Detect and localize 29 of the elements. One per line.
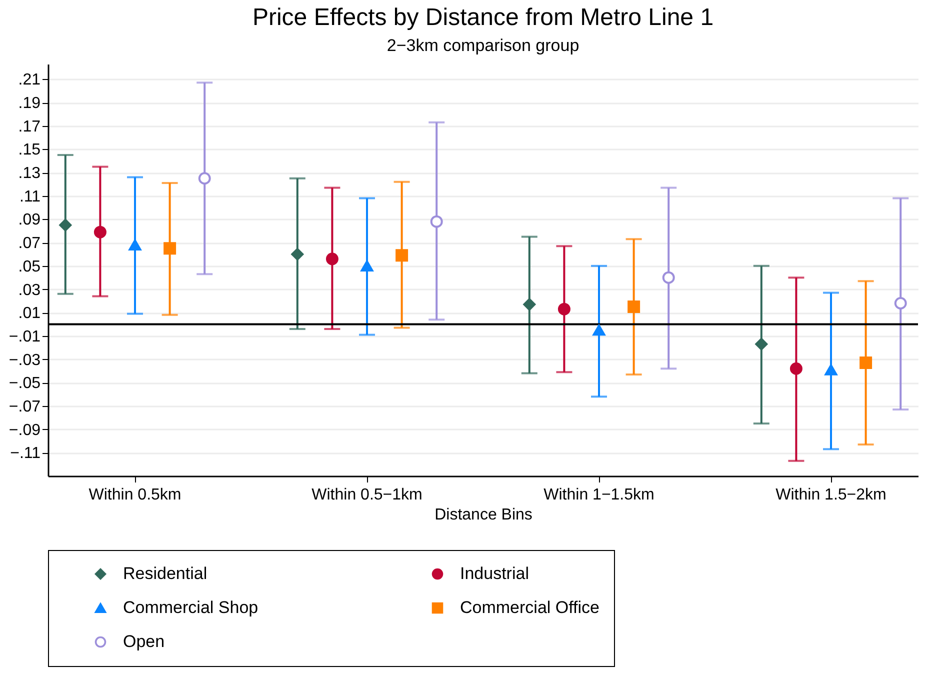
y-tick-label: −.01 (8, 328, 41, 346)
x-tick-label: Within 0.5−1km (312, 486, 422, 504)
chart-title: Price Effects by Distance from Metro Line 1 (252, 4, 714, 31)
x-tick-label: Within 1.5−2km (776, 486, 886, 504)
chart-subtitle: 2−3km comparison group (386, 36, 580, 55)
y-tick-label: .03 (18, 282, 41, 299)
y-tick-label: .21 (18, 72, 41, 89)
y-tick-label: .13 (18, 165, 41, 182)
y-tick-label: −.03 (8, 352, 41, 369)
legend-label: Commercial Office (460, 598, 600, 617)
y-tick-label: .09 (18, 212, 41, 229)
y-tick-label: −.11 (10, 445, 41, 462)
legend-label: Residential (123, 564, 208, 583)
y-tick-label: .15 (18, 142, 41, 159)
y-tick-label: .17 (18, 118, 41, 136)
legend-label: Open (123, 632, 165, 651)
y-tick-label: .19 (18, 95, 41, 112)
x-tick-label: Within 1−1.5km (544, 486, 654, 504)
legend-label: Industrial (460, 564, 529, 583)
y-tick-label: .11 (19, 188, 41, 206)
legend-label: Commercial Shop (123, 598, 258, 617)
y-tick-label: −.07 (8, 398, 41, 416)
y-tick-label: .07 (18, 235, 41, 252)
x-tick-label: Within 0.5km (88, 486, 182, 504)
y-tick-label: −.05 (8, 375, 41, 392)
y-tick-label: .01 (18, 305, 41, 322)
y-tick-label: .05 (18, 258, 41, 276)
y-tick-label: −.09 (8, 422, 41, 439)
x-axis-title: Distance Bins (434, 506, 532, 524)
